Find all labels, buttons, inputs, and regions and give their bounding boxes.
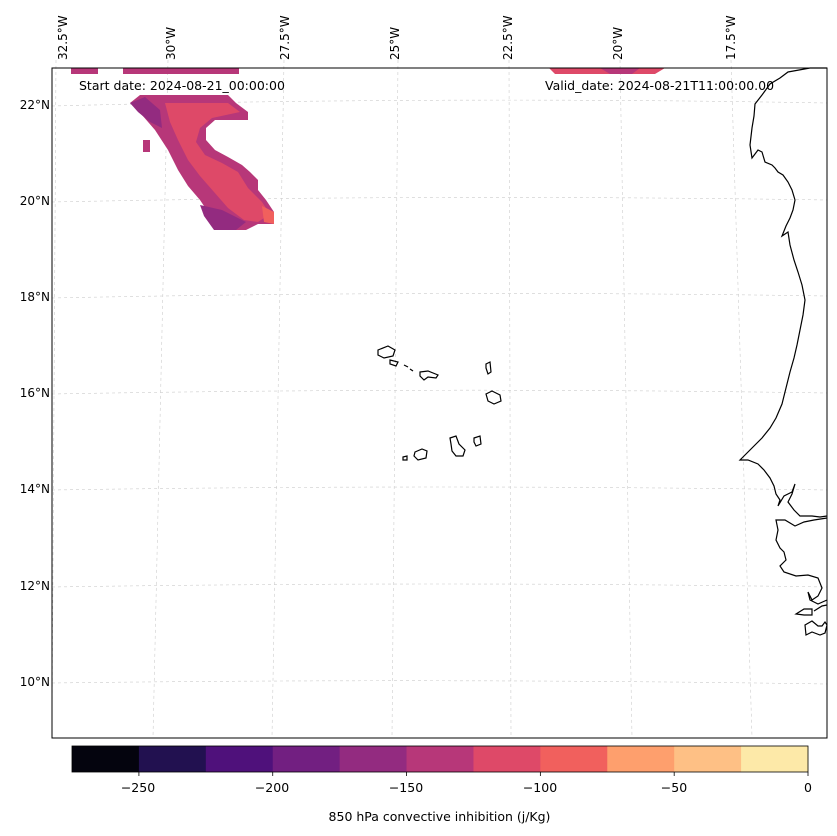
colorbar-tick-label: −50: [660, 780, 688, 795]
lat-label: 12°N: [19, 579, 50, 593]
cin-patch: [130, 97, 162, 128]
cin-patch: [200, 205, 246, 230]
lon-label: 20°W: [611, 26, 625, 60]
islands: [377, 345, 502, 461]
colorbar-segment: [406, 746, 474, 772]
lon-label: 27.5°W: [278, 15, 292, 60]
valid-date-label: Valid_date: 2024-08-21T11:00:00.00: [545, 78, 775, 93]
colorbar-tick-label: −150: [388, 780, 424, 795]
lon-label: 32.5°W: [56, 15, 70, 60]
colorbar: [71, 745, 809, 773]
colorbar-tick-label: −200: [254, 780, 290, 795]
colorbar-ticks: [138, 772, 809, 776]
cin-patch: [71, 68, 98, 74]
colorbar-tick-label: −250: [120, 780, 156, 795]
lat-label: 10°N: [19, 675, 50, 689]
cin-patch: [123, 68, 239, 74]
cin-patch: [600, 68, 640, 74]
start-date-label: Start date: 2024-08-21_00:00:00: [79, 78, 285, 93]
colorbar-frame: [71, 745, 809, 773]
lon-label: 30°W: [164, 26, 178, 60]
lon-label: 25°W: [388, 26, 402, 60]
colorbar-segment: [741, 746, 809, 772]
colorbar-tick-label: 0: [804, 780, 812, 795]
lon-label: 22.5°W: [501, 15, 515, 60]
lat-label: 14°N: [19, 482, 50, 496]
colorbar-segment: [674, 746, 742, 772]
cin-patch: [143, 140, 150, 152]
lon-label: 17.5°W: [724, 15, 738, 60]
colorbar-segment: [205, 746, 274, 772]
cin-field: [71, 68, 665, 230]
colorbar-segment: [339, 746, 408, 772]
lat-label: 20°N: [19, 194, 50, 208]
colorbar-segment: [607, 746, 675, 772]
cin-patch: [165, 103, 270, 222]
colorbar-title: 850 hPa convective inhibition (j/Kg): [328, 809, 551, 824]
gridlines: [51, 59, 828, 738]
cin-patch: [262, 206, 274, 224]
lat-label: 18°N: [19, 290, 50, 304]
colorbar-segment: [72, 746, 140, 772]
coastline: [738, 67, 828, 636]
colorbar-segment: [473, 746, 541, 772]
map-frame: [51, 67, 828, 739]
colorbar-segment: [272, 746, 341, 772]
colorbar-tick-label: −100: [522, 780, 558, 795]
colorbar-segment: [540, 746, 608, 772]
lat-label: 16°N: [19, 386, 50, 400]
colorbar-segment: [138, 746, 207, 772]
lat-label: 22°N: [19, 98, 50, 112]
